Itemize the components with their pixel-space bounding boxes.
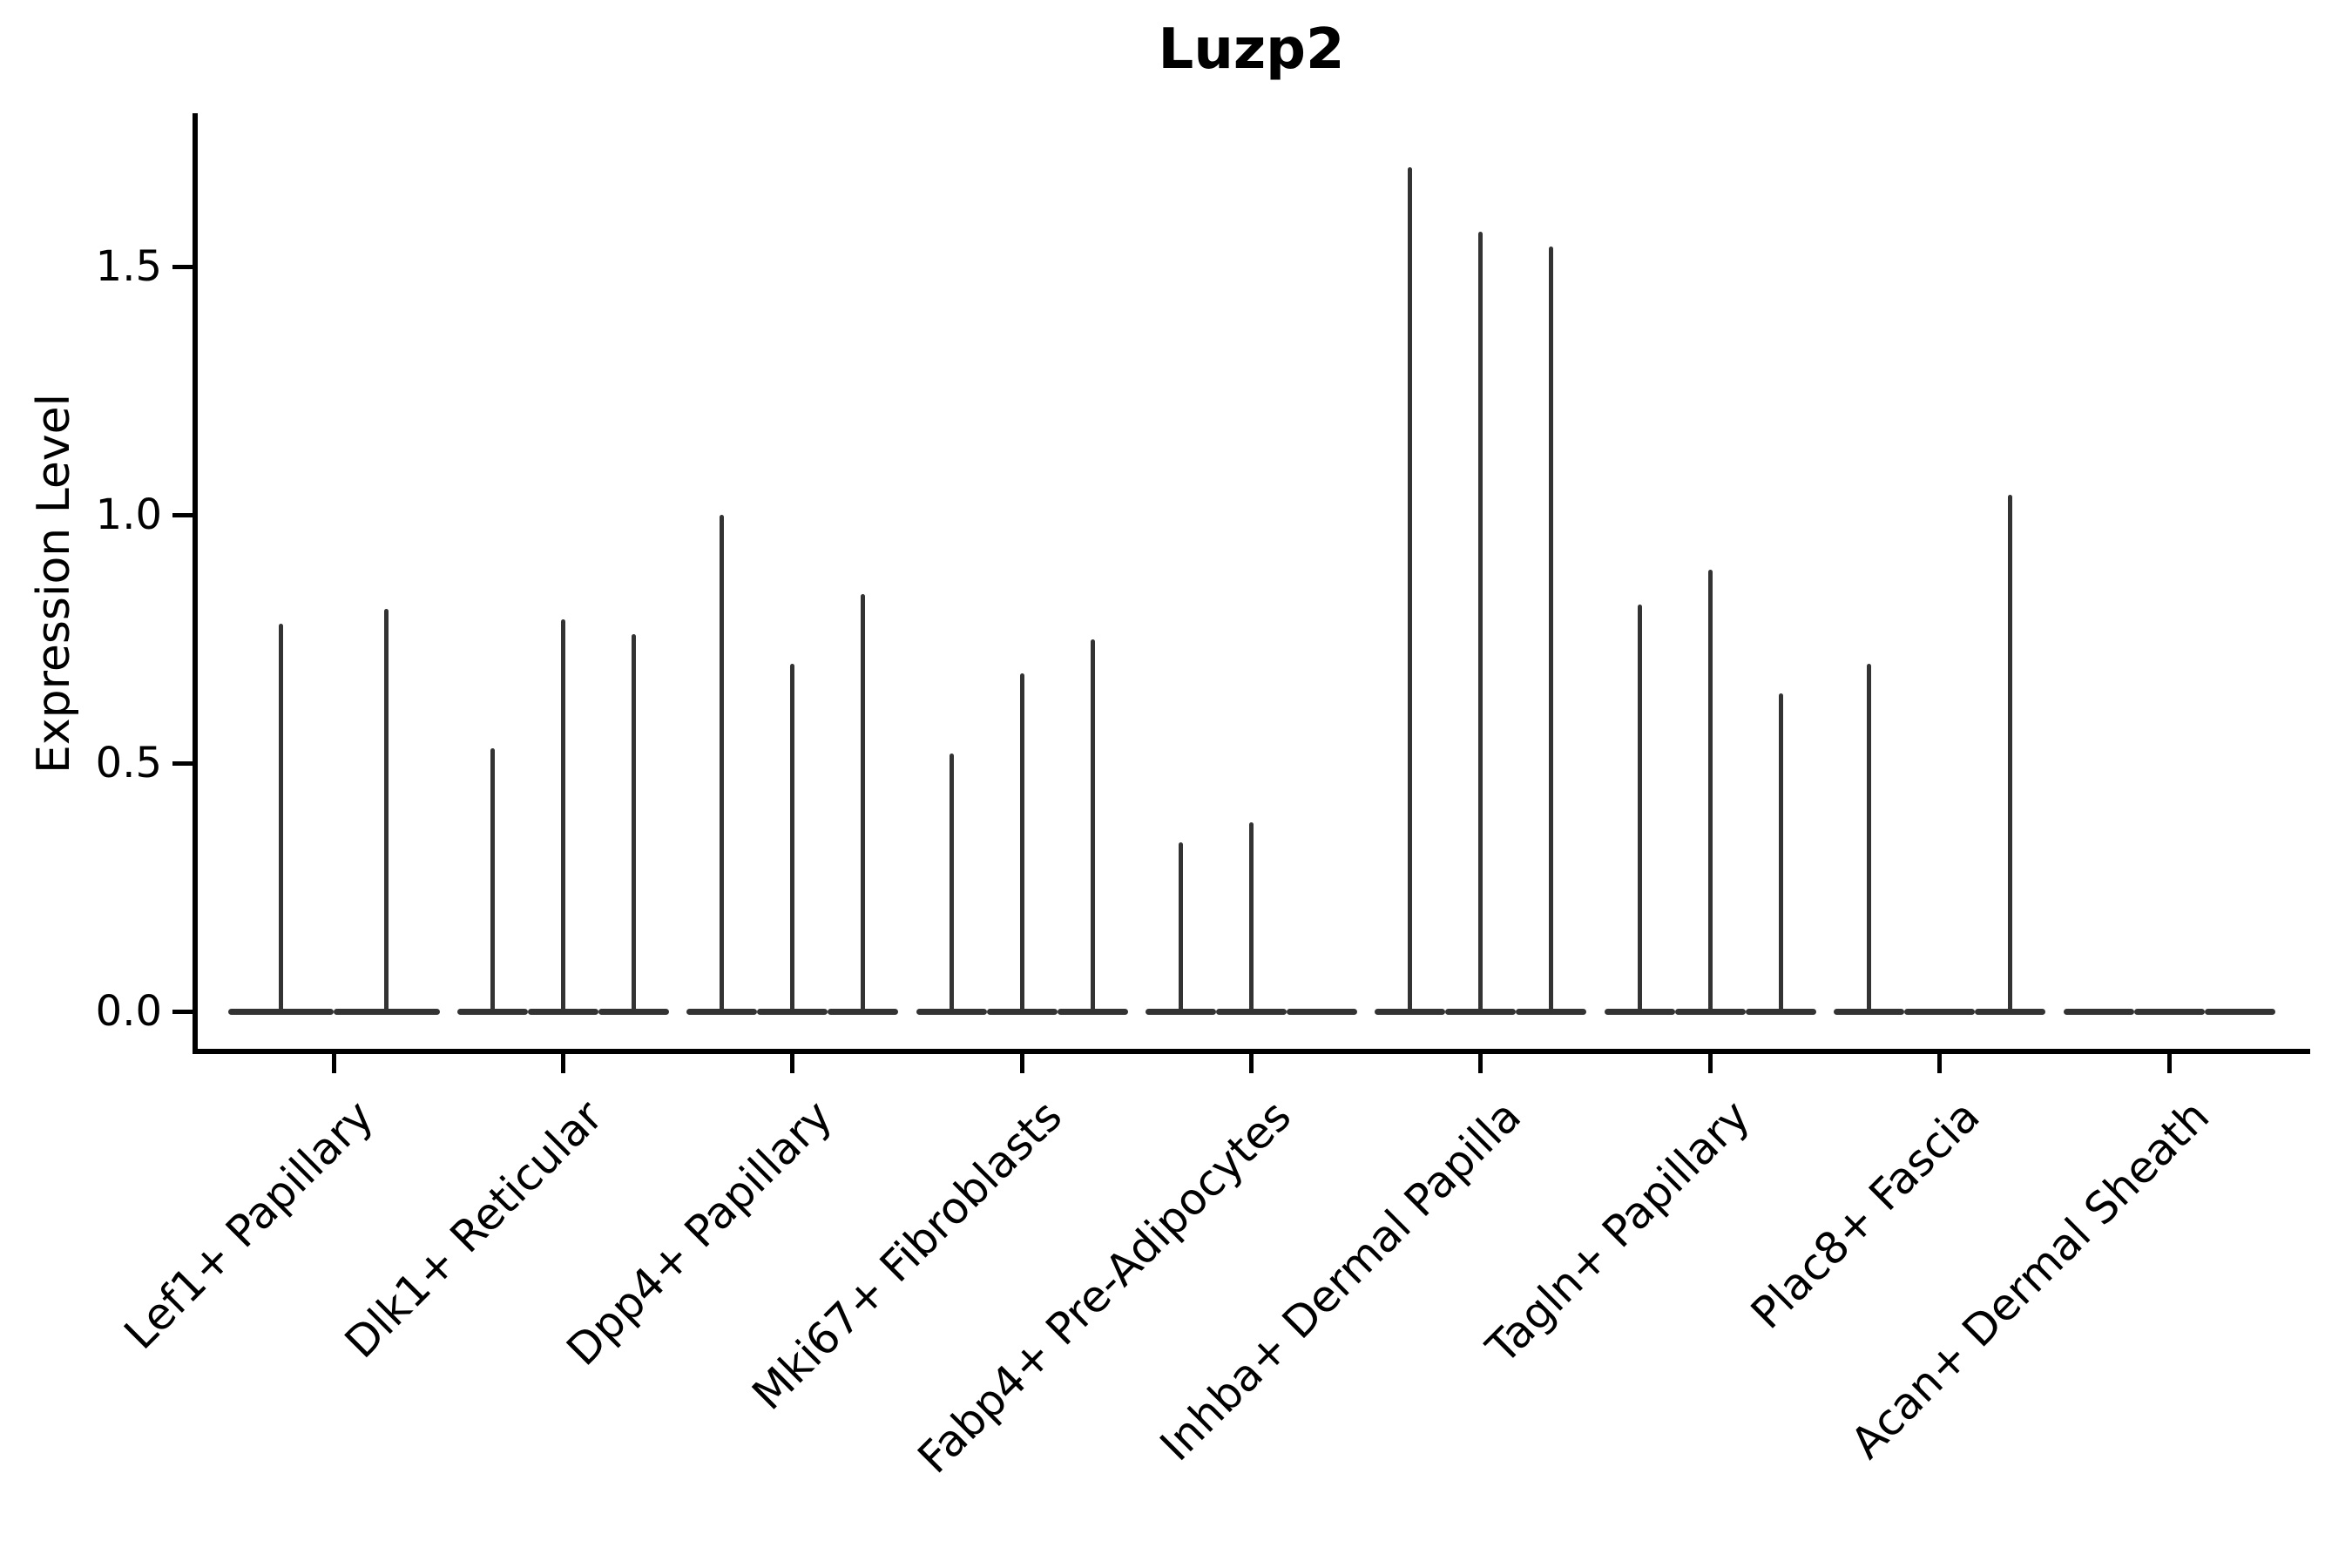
x-tick-mark [331,1054,336,1073]
violin-spike [2008,495,2013,1013]
violin-spike [560,618,565,1013]
violin-spike [720,515,725,1013]
violin-spike [1549,247,1554,1013]
violin-spike [1408,167,1413,1013]
violin-spike [1637,604,1642,1013]
violin-spike [278,624,283,1013]
violin-spike [490,747,495,1013]
x-tick-mark [1019,1054,1024,1073]
x-tick-mark [1249,1054,1254,1073]
y-tick-label: 1.0 [95,490,162,539]
x-tick-mark [1937,1054,1943,1073]
violin-spike [1019,673,1024,1013]
violin-spike [1090,639,1095,1013]
violin-base [1904,1008,1976,1015]
violin-spike [1867,664,1872,1013]
x-axis-spine [193,1049,2310,1054]
y-tick-mark [172,264,193,269]
y-tick-label: 0.5 [95,739,162,787]
x-axis-category-label: Fabp4+ Pre-Adipocytes [909,1091,1301,1484]
violin-spike [1179,842,1183,1013]
chart-title: Luzp2 [1158,17,1345,82]
x-axis-category-label: Plac8+ Fascia [1740,1091,1990,1339]
violin-spike [1478,232,1484,1013]
x-tick-mark [1478,1054,1484,1073]
x-axis-category-label: Lef1+ Papillary [114,1091,384,1360]
x-tick-mark [560,1054,565,1073]
x-tick-mark [1707,1054,1713,1073]
violin-spike [1707,569,1713,1013]
x-tick-mark [790,1054,795,1073]
violin-base [2204,1008,2275,1015]
y-tick-mark [172,512,193,517]
violin-spike [949,753,954,1013]
y-axis-spine [193,113,198,1054]
violin-spike [1249,822,1254,1013]
violin-spike [631,633,636,1013]
y-tick-label: 0.0 [95,987,162,1036]
x-tick-mark [2166,1054,2172,1073]
violin-spike [861,594,866,1013]
violin-spike [1778,693,1783,1013]
violin-spike [790,664,795,1013]
violin-base [2133,1008,2205,1015]
y-tick-mark [172,760,193,766]
violin-spike [384,609,389,1013]
violin-base [2063,1008,2134,1015]
violin-base [1287,1008,1357,1015]
y-tick-label: 1.5 [95,242,162,291]
y-tick-mark [172,1009,193,1014]
